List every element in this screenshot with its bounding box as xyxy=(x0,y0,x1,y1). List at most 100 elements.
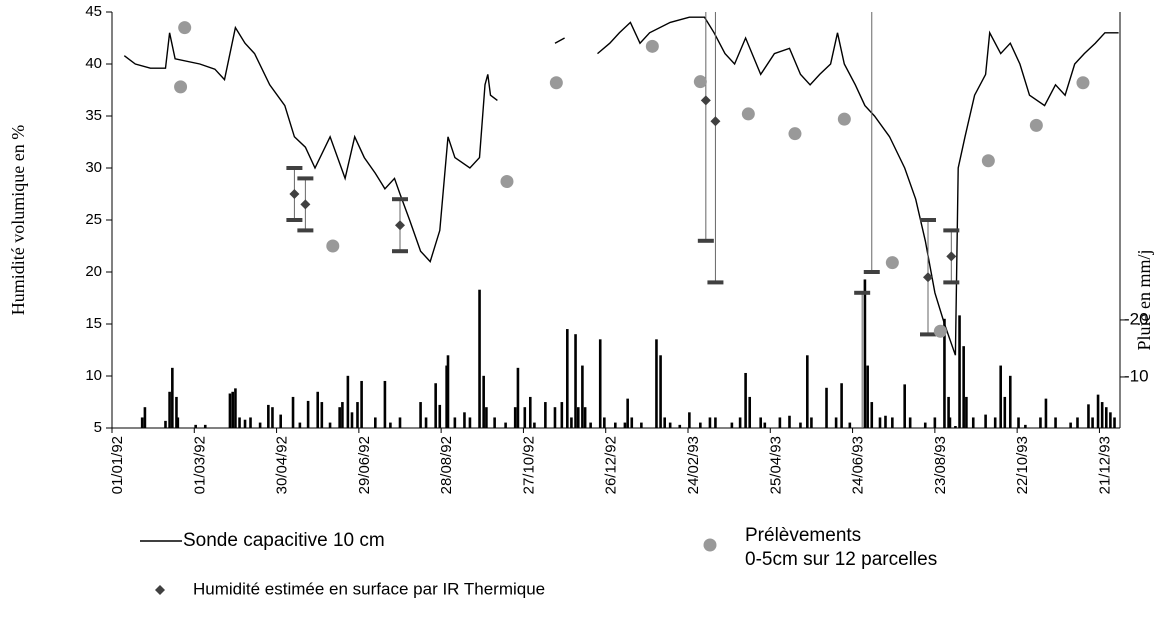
error-cap xyxy=(863,270,880,274)
point xyxy=(788,127,802,141)
y-tick-label: 40 xyxy=(85,55,102,72)
bar xyxy=(840,383,843,428)
bar xyxy=(603,417,606,428)
bar xyxy=(688,412,691,428)
bar xyxy=(468,417,472,428)
y-tick-label: 15 xyxy=(85,315,102,332)
bar xyxy=(763,422,767,428)
x-tick-label: 28/08/92 xyxy=(438,436,455,494)
bar xyxy=(903,384,906,428)
bar xyxy=(360,380,363,428)
error-cap xyxy=(286,218,303,222)
y-tick-label: 45 xyxy=(85,3,102,20)
point xyxy=(741,107,755,121)
point xyxy=(700,95,711,106)
bar xyxy=(863,279,867,428)
bar xyxy=(513,407,517,428)
x-tick-label: 24/02/93 xyxy=(685,436,702,494)
bar xyxy=(341,402,344,428)
bar xyxy=(1024,424,1027,428)
bar xyxy=(140,417,144,428)
bar xyxy=(668,422,672,428)
bar xyxy=(834,417,838,428)
bar xyxy=(866,365,869,428)
bar xyxy=(1008,375,1012,428)
bar xyxy=(328,422,332,428)
bar xyxy=(954,426,957,428)
bar xyxy=(346,375,350,428)
bar xyxy=(640,422,643,428)
bar xyxy=(923,422,927,428)
bar xyxy=(238,417,241,428)
bar xyxy=(659,355,662,428)
bar xyxy=(948,417,952,428)
bar xyxy=(533,422,536,428)
point xyxy=(1076,76,1090,90)
point xyxy=(1029,118,1043,132)
point xyxy=(885,256,899,270)
bar xyxy=(249,417,252,428)
bar xyxy=(1003,396,1007,428)
bar xyxy=(306,400,310,428)
bar xyxy=(298,422,302,428)
bar xyxy=(878,417,882,428)
y-tick-label: 35 xyxy=(85,107,102,124)
x-tick-label: 30/04/92 xyxy=(274,436,291,494)
bar xyxy=(576,407,580,428)
x-tick-label: 27/10/92 xyxy=(520,436,537,494)
bar xyxy=(630,417,634,428)
bar xyxy=(291,396,295,428)
bar xyxy=(699,422,702,428)
bar xyxy=(962,346,965,428)
legend-label: Sonde capacitive 10 cm xyxy=(183,530,385,551)
y2-tick-label: -10 xyxy=(1124,366,1149,385)
error-cap xyxy=(943,228,960,233)
bar xyxy=(943,318,946,428)
bar xyxy=(788,415,791,428)
x-tick-label: 01/03/92 xyxy=(191,436,208,494)
bar xyxy=(320,402,324,428)
x-tick-label: 24/06/93 xyxy=(850,436,867,494)
x-tick-label: 25/04/93 xyxy=(767,436,784,494)
bar xyxy=(398,417,402,428)
bar xyxy=(516,367,520,428)
point xyxy=(395,220,405,231)
bar xyxy=(947,396,950,428)
bar xyxy=(463,412,466,428)
bar xyxy=(176,417,180,428)
bar xyxy=(194,424,197,428)
bar xyxy=(258,422,262,428)
bar xyxy=(350,412,354,428)
error-cap xyxy=(297,176,314,181)
legend-label: Humidité estimée en surface par IR Therm… xyxy=(193,579,545,598)
bar xyxy=(993,417,997,428)
bar xyxy=(164,420,167,428)
bar xyxy=(482,375,485,428)
x-tick-label: 22/10/93 xyxy=(1014,436,1031,494)
bar xyxy=(971,417,975,428)
bar xyxy=(999,365,1002,428)
point xyxy=(693,75,707,89)
point xyxy=(178,21,192,35)
bar xyxy=(1104,407,1108,428)
y-tick-label: 20 xyxy=(85,263,102,280)
y-tick-label: 10 xyxy=(85,367,102,384)
bar xyxy=(424,417,428,428)
bar xyxy=(485,407,488,428)
bar xyxy=(228,393,232,428)
point xyxy=(289,189,300,199)
error-cap xyxy=(920,332,936,337)
y-axis-title: Humidité volumique en % xyxy=(8,125,28,315)
bar xyxy=(1054,417,1057,428)
bar xyxy=(231,391,234,428)
bar xyxy=(655,339,658,428)
bar xyxy=(438,404,442,428)
bar xyxy=(243,419,247,428)
bar xyxy=(744,372,747,428)
bar xyxy=(581,365,584,428)
error-cap xyxy=(392,249,408,254)
bar xyxy=(478,289,481,428)
point xyxy=(933,324,947,338)
bar xyxy=(175,396,178,428)
